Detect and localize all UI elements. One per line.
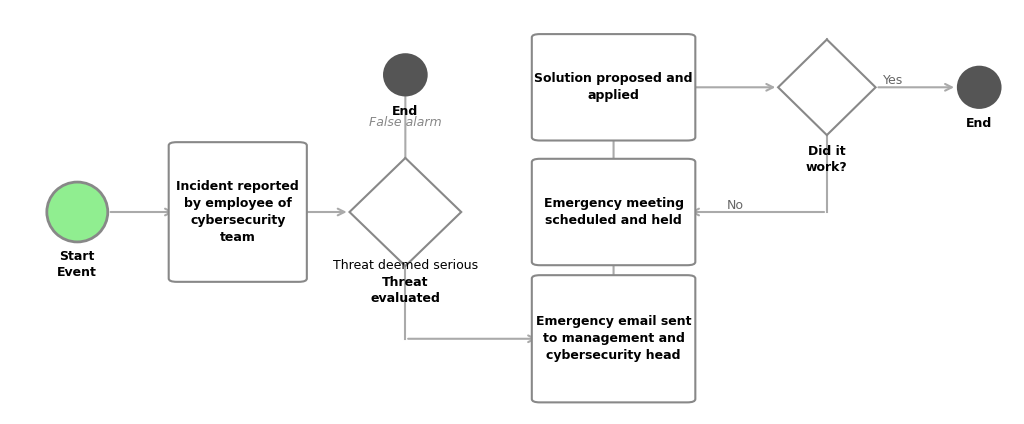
- Text: Yes: Yes: [883, 74, 903, 87]
- Text: No: No: [727, 199, 744, 212]
- Text: Start
Event: Start Event: [57, 250, 97, 279]
- Text: Threat deemed serious: Threat deemed serious: [333, 259, 478, 272]
- Ellipse shape: [387, 57, 424, 92]
- Ellipse shape: [383, 53, 428, 96]
- Polygon shape: [349, 158, 461, 266]
- Ellipse shape: [47, 182, 108, 242]
- Text: False alarm: False alarm: [369, 116, 441, 129]
- Ellipse shape: [965, 73, 993, 101]
- Ellipse shape: [961, 70, 997, 105]
- Text: Solution proposed and
applied: Solution proposed and applied: [535, 73, 693, 102]
- Text: Incident reported
by employee of
cybersecurity
team: Incident reported by employee of cyberse…: [176, 180, 299, 244]
- Text: End: End: [392, 105, 419, 118]
- Text: Emergency meeting
scheduled and held: Emergency meeting scheduled and held: [544, 197, 684, 227]
- Ellipse shape: [956, 66, 1001, 109]
- FancyBboxPatch shape: [531, 34, 695, 140]
- Text: Threat
evaluated: Threat evaluated: [371, 276, 440, 305]
- Text: End: End: [966, 117, 992, 130]
- FancyBboxPatch shape: [531, 275, 695, 402]
- FancyBboxPatch shape: [169, 142, 307, 282]
- FancyBboxPatch shape: [531, 159, 695, 265]
- Polygon shape: [778, 39, 876, 135]
- Text: Did it
work?: Did it work?: [806, 145, 848, 175]
- Ellipse shape: [391, 61, 420, 89]
- Text: Emergency email sent
to management and
cybersecurity head: Emergency email sent to management and c…: [536, 315, 691, 362]
